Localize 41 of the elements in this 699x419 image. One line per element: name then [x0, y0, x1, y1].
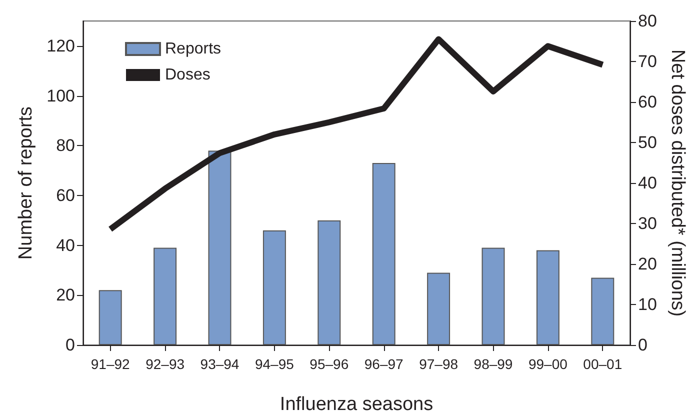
bar	[482, 248, 505, 345]
bar	[427, 272, 450, 345]
y-tick-label: 0	[66, 336, 75, 354]
legend-label: Reports	[165, 40, 222, 58]
bar	[154, 248, 177, 345]
bar	[262, 230, 286, 345]
bar	[208, 150, 232, 345]
y-tick-label: 40	[56, 236, 75, 255]
y2-tick-label: 0	[638, 336, 648, 354]
y2-tick-label: 80	[638, 12, 657, 30]
x-tick-label: 92–93	[146, 356, 185, 372]
y2-tick-label: 40	[638, 174, 657, 192]
bar	[536, 250, 560, 345]
bar	[98, 290, 122, 345]
x-tick-label: 00–01	[583, 356, 622, 372]
y2-tick-label: 60	[638, 92, 657, 112]
y-tick-label: 120	[46, 36, 75, 56]
y2-tick-label: 20	[638, 254, 657, 274]
y-axis-title: Number of reports	[16, 106, 37, 260]
y-tick-label: 80	[56, 136, 75, 156]
x-axis-title: Influenza seasons	[280, 394, 434, 415]
y-tick-label: 60	[56, 186, 75, 205]
x-tick-label: 98–99	[474, 356, 513, 372]
x-tick-label: 91–92	[90, 356, 130, 372]
y2-tick-label: 70	[638, 52, 657, 71]
y-tick-label: 100	[46, 86, 75, 106]
x-tick-label: 97–98	[419, 356, 458, 372]
bar	[591, 278, 614, 345]
y2-axis-title: Net doses distributed* (millions)	[667, 49, 688, 317]
legend-label: Doses	[165, 66, 210, 84]
x-tick-label: 95–96	[310, 356, 349, 372]
y2-tick-label: 10	[638, 295, 657, 314]
x-tick-label: 93–94	[200, 356, 240, 372]
y-tick-label: 20	[56, 286, 75, 305]
x-tick-label: 94–95	[254, 356, 294, 372]
bar	[372, 163, 396, 345]
y2-tick-label: 50	[638, 133, 657, 152]
y2-tick-label: 30	[638, 214, 657, 233]
bar	[318, 220, 341, 345]
x-tick-label: 96–97	[364, 356, 404, 372]
x-tick-label: 99–00	[528, 356, 568, 372]
